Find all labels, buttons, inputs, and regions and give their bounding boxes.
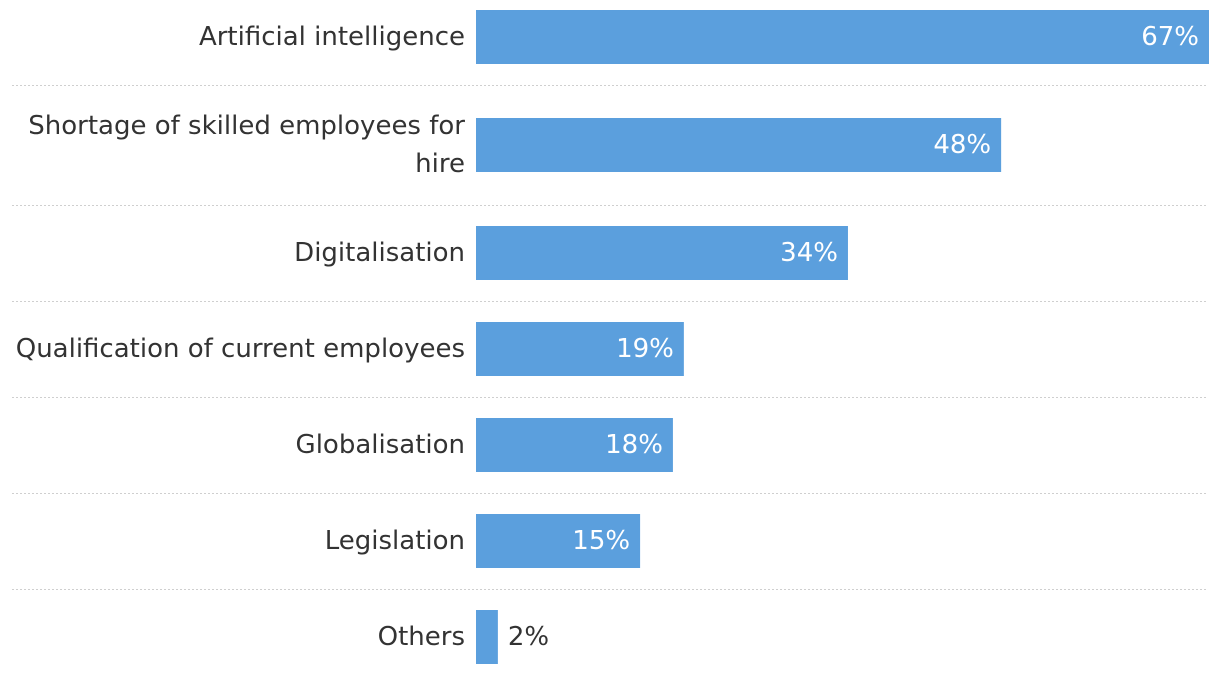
- category-label: Digitalisation: [294, 238, 465, 268]
- category-label-line: Others: [378, 622, 465, 652]
- category-label-line: Globalisation: [296, 430, 465, 460]
- category-label: Globalisation: [296, 430, 465, 460]
- bar-4: [476, 418, 673, 472]
- category-label-line: hire: [415, 149, 465, 179]
- row-separators: [12, 85, 1208, 590]
- category-label: Artificial intelligence: [199, 22, 465, 52]
- bars: [476, 10, 1209, 664]
- bar-6: [476, 610, 498, 664]
- category-label-line: Artificial intelligence: [199, 22, 465, 52]
- bar-2: [476, 226, 848, 280]
- category-label: Qualification of current employees: [16, 334, 465, 364]
- bar-3: [476, 322, 684, 376]
- value-label: 15%: [572, 526, 630, 556]
- bar-0: [476, 10, 1209, 64]
- value-label: 19%: [616, 334, 674, 364]
- value-label: 18%: [605, 430, 663, 460]
- category-label-line: Legislation: [325, 526, 465, 556]
- category-label-line: Digitalisation: [294, 238, 465, 268]
- category-label: Shortage of skilled employees for hire: [28, 111, 465, 179]
- value-label: 48%: [933, 130, 991, 160]
- category-label: Others: [378, 622, 465, 652]
- value-label: 34%: [780, 238, 838, 268]
- category-label-line: Shortage of skilled employees for: [28, 111, 465, 141]
- category-labels: Artificial intelligence Shortage of skill…: [16, 22, 466, 652]
- bar-1: [476, 118, 1002, 172]
- bar-5: [476, 514, 641, 568]
- category-label: Legislation: [325, 526, 465, 556]
- value-labels: 67% 48% 34% 19% 18% 15% 2%: [508, 22, 1199, 652]
- category-label-line: Qualification of current employees: [16, 334, 465, 364]
- value-label: 67%: [1141, 22, 1199, 52]
- value-label: 2%: [508, 622, 549, 652]
